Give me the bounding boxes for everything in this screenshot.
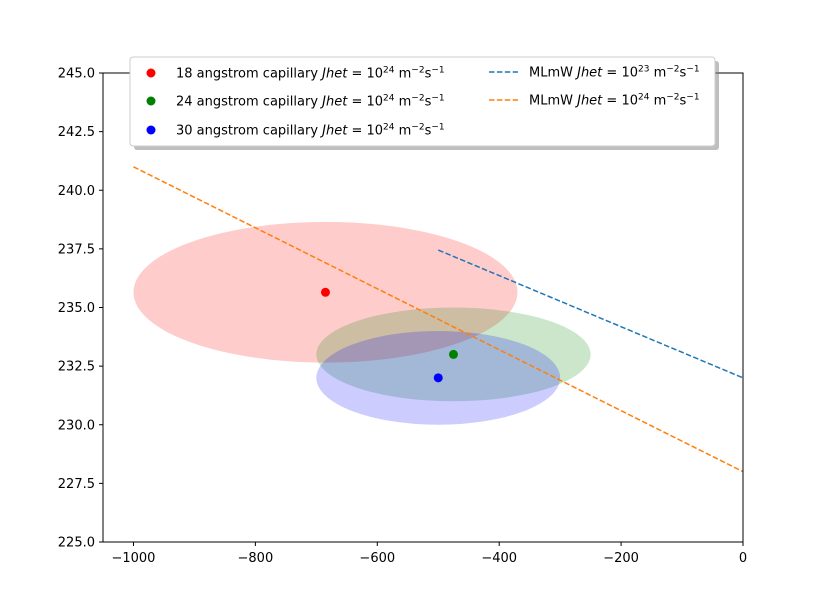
data-point-1 <box>448 349 458 359</box>
legend-marker-2 <box>146 125 156 135</box>
y-tick-label: 225.0 <box>58 536 95 551</box>
legend-marker-1 <box>146 96 156 106</box>
legend-label-1: 24 angstrom capillary Jhet = 1024 m−2s−1 <box>176 94 445 110</box>
y-tick-label: 227.5 <box>58 477 95 492</box>
y-tick-label: 245.0 <box>58 67 95 82</box>
model-lines <box>133 166 744 473</box>
y-axis: 225.0 227.5 230.0 232.5 235.0 237.5 240.0 242.5… <box>58 67 103 551</box>
legend-label-2: 30 angstrom capillary Jhet = 1024 m−2s−1 <box>176 123 445 139</box>
x-tick-label: −400 <box>481 551 517 566</box>
x-tick-label: −800 <box>238 551 274 566</box>
x-tick-label: −1000 <box>111 551 155 566</box>
legend-box <box>129 56 716 147</box>
data-point-0 <box>320 287 330 297</box>
y-tick-label: 230.0 <box>58 418 95 433</box>
y-tick-label: 242.5 <box>58 125 95 140</box>
legend-line-label-1: MLmW Jhet = 1024 m−2s−1 <box>529 93 700 109</box>
y-tick-label: 232.5 <box>58 360 95 375</box>
y-tick-label: 240.0 <box>58 184 95 199</box>
x-tick-label: −200 <box>603 551 639 566</box>
data-points <box>320 287 458 383</box>
uncertainty-ellipses <box>133 221 591 425</box>
legend: 18 angstrom capillary Jhet = 1024 m−2s−1… <box>129 56 719 150</box>
x-tick-label: 0 <box>739 551 747 566</box>
legend-line-label-0: MLmW Jhet = 1023 m−2s−1 <box>529 65 700 81</box>
model-line-1 <box>133 166 744 473</box>
x-tick-label: −600 <box>359 551 395 566</box>
data-point-2 <box>433 373 443 383</box>
y-tick-label: 235.0 <box>58 301 95 316</box>
legend-label-0: 18 angstrom capillary Jhet = 1024 m−2s−1 <box>176 66 445 82</box>
x-axis: −1000 −800 −600 −400 −200 0 <box>111 542 747 566</box>
legend-marker-0 <box>146 68 156 78</box>
y-tick-label: 237.5 <box>58 242 95 257</box>
